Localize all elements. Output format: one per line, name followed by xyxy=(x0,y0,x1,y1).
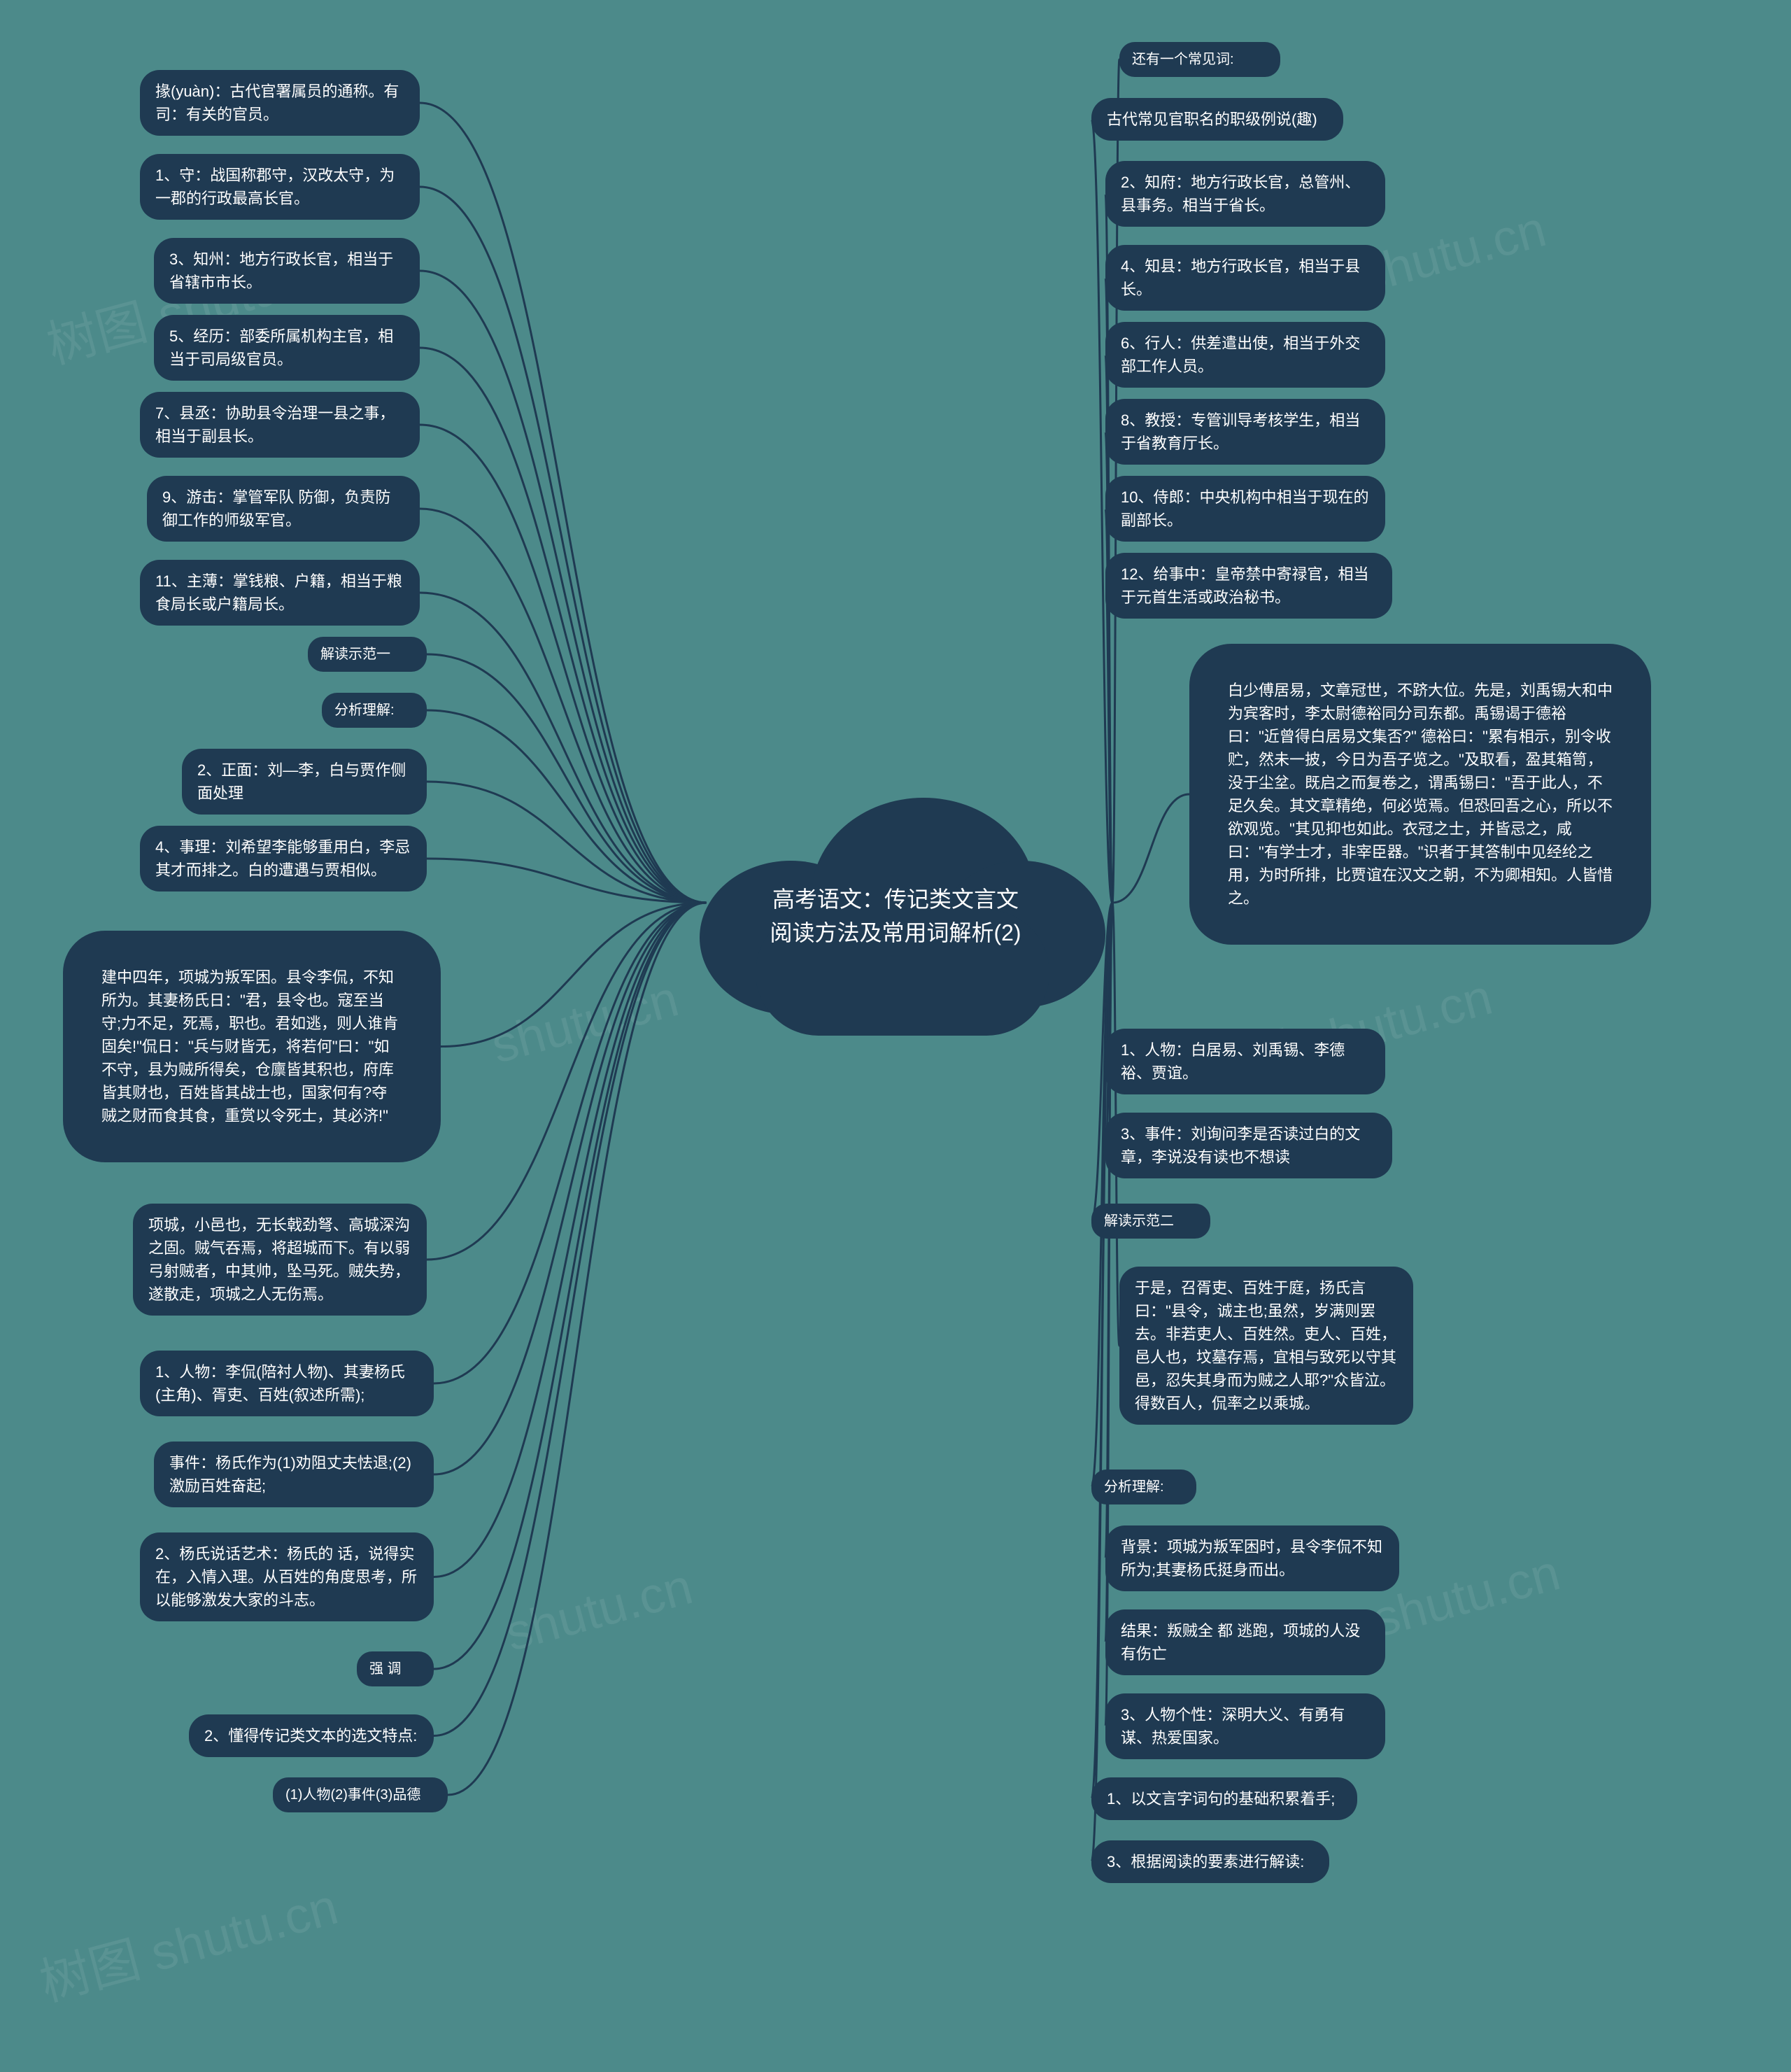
left-node-l10: 2、正面：刘—李，白与贾作侧面处理 xyxy=(182,749,427,815)
left-node-l11: 4、事理：刘希望李能够重用白，李忌其才而排之。白的遭遇与贾相似。 xyxy=(140,826,427,891)
left-node-l9: 分析理解: xyxy=(322,693,427,728)
connector xyxy=(420,593,707,903)
left-node-l7: 11、主薄：掌钱粮、户籍，相当于粮食局长或户籍局长。 xyxy=(140,560,420,626)
right-node-r1: 还有一个常见词: xyxy=(1119,42,1280,77)
connector xyxy=(427,903,707,1260)
right-node-r16: 结果：叛贼全 都 逃跑，项城的人没有伤亡 xyxy=(1105,1609,1385,1675)
right-node-r7: 10、侍郎：中央机构中相当于现在的副部长。 xyxy=(1105,476,1385,542)
connector xyxy=(427,782,707,903)
center-title-line1: 高考语文：传记类文言文 xyxy=(772,887,1019,912)
connector xyxy=(441,903,707,1047)
left-node-l6: 9、游击：掌管军队 防御，负责防御工作的师级军官。 xyxy=(147,476,420,542)
left-node-l8: 解读示范一 xyxy=(308,637,427,672)
right-node-r18: 1、以文言字词句的基础积累着手; xyxy=(1091,1777,1357,1820)
connector xyxy=(427,654,707,903)
left-node-l16: 2、杨氏说话艺术：杨氏的 话，说得实在，入情入理。从百姓的角度思考，所以能够激发… xyxy=(140,1532,434,1621)
connector xyxy=(420,348,707,903)
connector xyxy=(434,903,707,1736)
right-node-r12: 解读示范二 xyxy=(1091,1204,1210,1239)
left-node-l3: 3、知州：地方行政长官，相当于省辖市市长。 xyxy=(154,238,420,304)
right-node-r17: 3、人物个性：深明大义、有勇有谋、热爱国家。 xyxy=(1105,1693,1385,1759)
connector xyxy=(448,903,707,1795)
right-node-r13: 于是，召胥吏、百姓于庭，扬氏言曰："县令，诚主也;虽然，岁满则罢去。非若吏人、百… xyxy=(1119,1267,1413,1425)
left-node-l5: 7、县丞：协助县令治理一县之事，相当于副县长。 xyxy=(140,392,420,458)
connector xyxy=(1112,794,1189,903)
right-node-r6: 8、教授：专管训导考核学生，相当于省教育厅长。 xyxy=(1105,399,1385,465)
watermark: shutu.cn xyxy=(486,970,684,1075)
left-node-l17: 强 调 xyxy=(357,1651,434,1686)
left-node-l13: 项城，小邑也，无长戟劲弩、高城深沟之固。贼气吞焉，将超城而下。有以弱弓射贼者，中… xyxy=(133,1204,427,1316)
right-node-r2: 古代常见官职名的职级例说(趣) xyxy=(1091,98,1343,141)
left-node-l14: 1、人物：李侃(陪衬人物)、其妻杨氏(主角)、胥吏、百姓(叙述所需); xyxy=(140,1351,434,1416)
watermark: 树图 shutu.cn xyxy=(31,1865,345,2015)
connector xyxy=(434,903,707,1474)
center-title-line2: 阅读方法及常用词解析(2) xyxy=(770,920,1021,945)
right-node-r15: 背景：项城为叛军困时，县令李侃不知所为;其妻杨氏挺身而出。 xyxy=(1105,1525,1399,1591)
right-node-r11: 3、事件：刘询问李是否读过白的文章，李说没有读也不想读 xyxy=(1105,1113,1392,1178)
right-node-r5: 6、行人：供差遣出使，相当于外交部工作人员。 xyxy=(1105,322,1385,388)
connector xyxy=(434,903,707,1577)
left-node-l12: 建中四年，项城为叛军困。县令李侃，不知所为。其妻杨氏日："君，县令也。寇至当守;… xyxy=(63,931,441,1162)
right-node-r10: 1、人物：白居易、刘禹锡、李德裕、贾谊。 xyxy=(1105,1029,1385,1094)
right-node-r19: 3、根据阅读的要素进行解读: xyxy=(1091,1840,1329,1883)
left-node-l4: 5、经历：部委所属机构主官，相当于司局级官员。 xyxy=(154,315,420,381)
center-title: 高考语文：传记类文言文 阅读方法及常用词解析(2) xyxy=(742,882,1049,950)
left-node-l18: 2、懂得传记类文本的选文特点: xyxy=(189,1714,434,1757)
left-node-l1: 掾(yuàn)：古代官署属员的通称。有司：有关的官员。 xyxy=(140,70,420,136)
connector xyxy=(420,103,707,903)
connector xyxy=(434,903,707,1383)
right-node-r4: 4、知县：地方行政长官，相当于县长。 xyxy=(1105,245,1385,311)
connector xyxy=(420,187,707,903)
right-node-r9: 白少傅居易，文章冠世，不跻大位。先是，刘禹锡大和中为宾客时，李太尉德裕同分司东都… xyxy=(1189,644,1651,945)
left-node-l2: 1、守：战国称郡守，汉改太守，为一郡的行政最高长官。 xyxy=(140,154,420,220)
right-node-r14: 分析理解: xyxy=(1091,1470,1196,1504)
connector xyxy=(420,271,707,903)
connector xyxy=(420,509,707,903)
connector xyxy=(427,859,707,903)
left-node-l15: 事件：杨氏作为(1)劝阻丈夫怯退;(2)激励百姓奋起; xyxy=(154,1442,434,1507)
watermark: shutu.cn xyxy=(500,1558,698,1663)
left-node-l19: (1)人物(2)事件(3)品德 xyxy=(273,1777,448,1812)
center-node: 高考语文：传记类文言文 阅读方法及常用词解析(2) xyxy=(672,770,1119,1036)
connector xyxy=(434,903,707,1669)
right-node-r8: 12、给事中：皇帝禁中寄禄官，相当于元首生活或政治秘书。 xyxy=(1105,553,1392,619)
connector xyxy=(427,710,707,903)
connector xyxy=(420,425,707,903)
right-node-r3: 2、知府：地方行政长官，总管州、县事务。相当于省长。 xyxy=(1105,161,1385,227)
